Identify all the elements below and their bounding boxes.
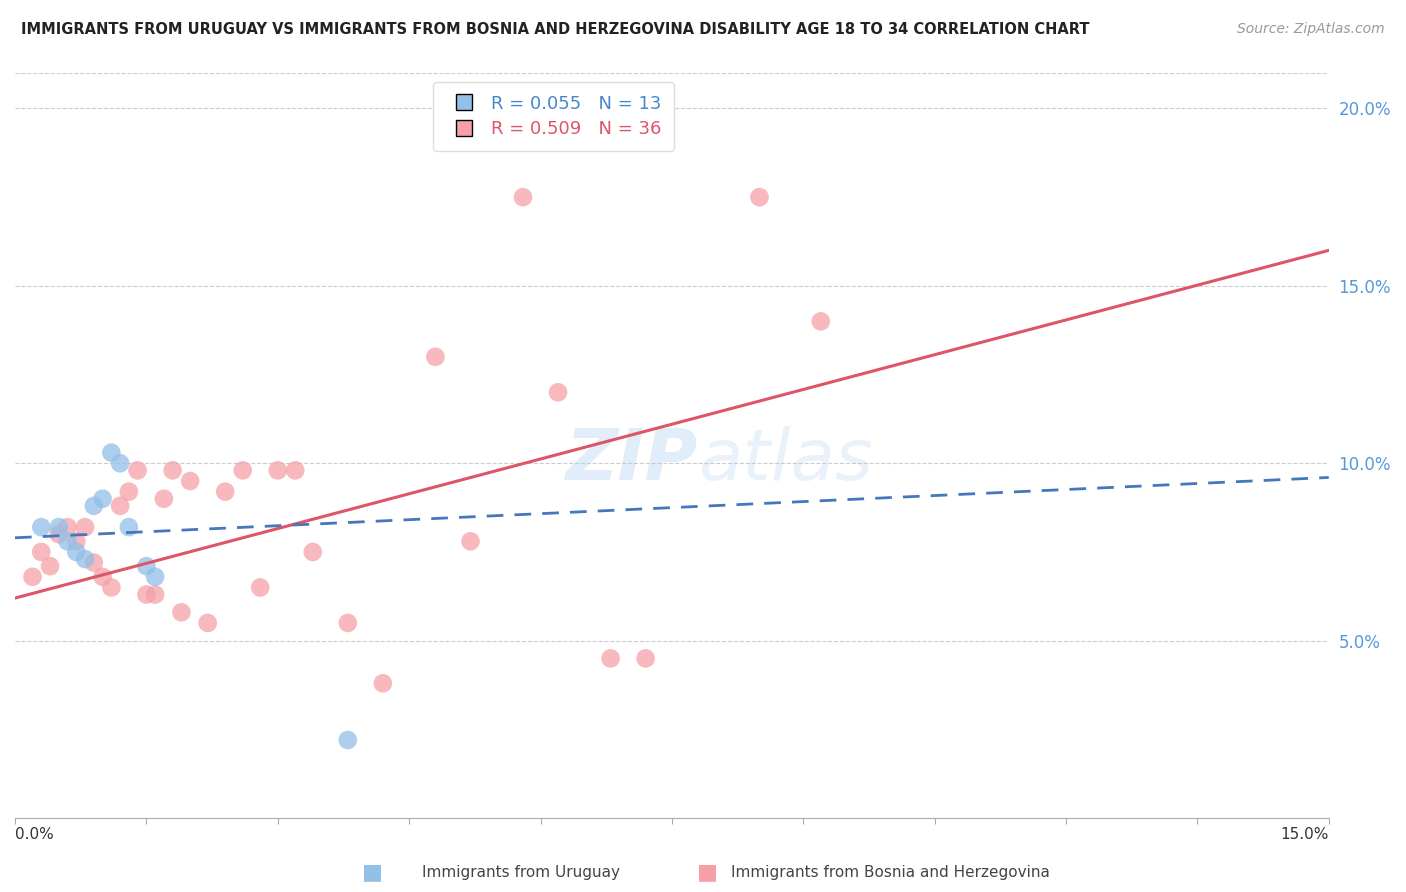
Point xyxy=(83,556,105,570)
Point xyxy=(56,534,79,549)
Point xyxy=(634,651,657,665)
Point xyxy=(460,534,482,549)
Point xyxy=(65,534,87,549)
Point xyxy=(153,491,176,506)
Point xyxy=(48,527,70,541)
Point xyxy=(118,484,141,499)
Point xyxy=(135,559,157,574)
Point xyxy=(249,581,271,595)
Text: IMMIGRANTS FROM URUGUAY VS IMMIGRANTS FROM BOSNIA AND HERZEGOVINA DISABILITY AGE: IMMIGRANTS FROM URUGUAY VS IMMIGRANTS FR… xyxy=(21,22,1090,37)
Point xyxy=(100,445,122,459)
Point xyxy=(127,463,149,477)
Point xyxy=(91,491,114,506)
Point xyxy=(267,463,290,477)
Point xyxy=(599,651,621,665)
Point xyxy=(75,520,97,534)
Point xyxy=(336,733,359,747)
Point xyxy=(30,520,52,534)
Text: 0.0%: 0.0% xyxy=(15,827,53,842)
Point xyxy=(108,456,131,470)
Point xyxy=(197,615,219,630)
Point xyxy=(39,559,62,574)
Point xyxy=(232,463,254,477)
Point xyxy=(30,545,52,559)
Text: Source: ZipAtlas.com: Source: ZipAtlas.com xyxy=(1237,22,1385,37)
Point xyxy=(336,615,359,630)
Point xyxy=(214,484,236,499)
Text: Immigrants from Uruguay: Immigrants from Uruguay xyxy=(422,865,620,880)
Text: ■: ■ xyxy=(697,863,717,882)
Point xyxy=(512,190,534,204)
Point xyxy=(547,385,569,400)
Text: 15.0%: 15.0% xyxy=(1281,827,1329,842)
Point xyxy=(48,520,70,534)
Point xyxy=(108,499,131,513)
Point xyxy=(143,570,166,584)
Point xyxy=(135,588,157,602)
Point xyxy=(425,350,447,364)
Point xyxy=(75,552,97,566)
Point xyxy=(179,474,201,488)
Point xyxy=(810,314,832,328)
Text: ■: ■ xyxy=(363,863,382,882)
Text: atlas: atlas xyxy=(699,426,873,495)
Point xyxy=(143,588,166,602)
Text: Immigrants from Bosnia and Herzegovina: Immigrants from Bosnia and Herzegovina xyxy=(731,865,1050,880)
Point xyxy=(83,499,105,513)
Point xyxy=(162,463,184,477)
Point xyxy=(170,605,193,619)
Point xyxy=(748,190,770,204)
Point xyxy=(118,520,141,534)
Point xyxy=(371,676,394,690)
Point xyxy=(284,463,307,477)
Text: ZIP: ZIP xyxy=(565,426,699,495)
Point xyxy=(56,520,79,534)
Point xyxy=(301,545,323,559)
Legend: R = 0.055   N = 13, R = 0.509   N = 36: R = 0.055 N = 13, R = 0.509 N = 36 xyxy=(433,82,673,151)
Point xyxy=(91,570,114,584)
Point xyxy=(21,570,44,584)
Point xyxy=(65,545,87,559)
Point xyxy=(100,581,122,595)
